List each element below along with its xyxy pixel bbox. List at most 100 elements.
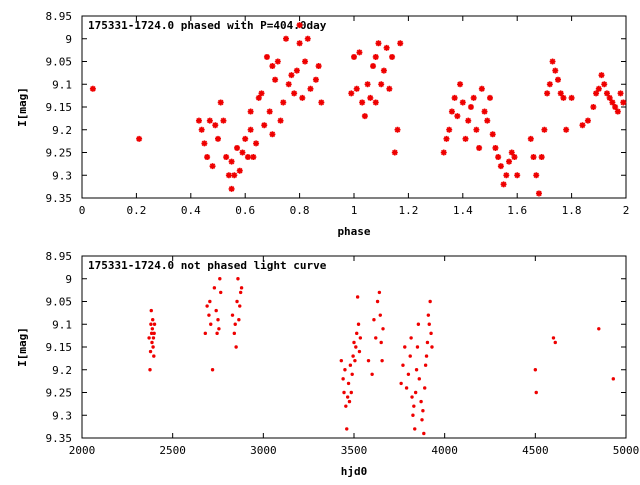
data-point [411, 413, 415, 417]
data-point [399, 381, 403, 386]
data-point [426, 313, 431, 317]
x-tick-label: 3000 [250, 444, 277, 457]
data-point [503, 172, 510, 179]
data-point [357, 349, 362, 354]
data-point [459, 99, 466, 106]
data-point [367, 94, 374, 101]
data-point [553, 340, 557, 345]
data-point [150, 340, 154, 345]
data-point [541, 126, 548, 133]
data-point [417, 377, 421, 381]
data-point [351, 354, 355, 358]
data-point [394, 126, 401, 133]
x-tick-label: 2 [623, 204, 630, 217]
data-point [428, 299, 432, 304]
y-tick-label: 9.2 [52, 124, 72, 137]
data-point [514, 172, 521, 179]
data-point [404, 386, 409, 390]
data-point [344, 404, 348, 408]
data-point [389, 53, 396, 60]
data-point [347, 399, 352, 404]
data-point [380, 358, 384, 363]
data-point [255, 94, 262, 101]
data-point [148, 349, 153, 354]
data-point [611, 377, 616, 381]
data-point [307, 85, 314, 92]
y-tick-label: 9 [65, 273, 72, 286]
data-point [511, 154, 518, 161]
data-point [473, 126, 480, 133]
data-point [598, 72, 605, 79]
data-point [149, 331, 154, 336]
data-point [232, 331, 237, 336]
data-point [375, 40, 382, 47]
data-point [413, 427, 417, 431]
data-point [218, 277, 222, 281]
data-point [364, 81, 371, 88]
data-point [535, 190, 542, 197]
data-point [345, 427, 349, 431]
data-point [506, 158, 513, 165]
data-point [210, 368, 215, 372]
data-point [203, 331, 208, 336]
data-point [234, 345, 238, 349]
x-axis-label: hjd0 [341, 465, 368, 478]
data-point [467, 104, 474, 110]
data-point [348, 363, 353, 367]
data-point [423, 363, 428, 367]
data-point [247, 126, 254, 133]
data-point [205, 304, 209, 308]
plot-frame [81, 255, 627, 439]
chart-title: 175331-1724.0 phased with P=404.0day [88, 19, 327, 32]
data-point [239, 286, 244, 290]
data-point [414, 368, 419, 372]
data-point [151, 318, 155, 322]
data-point [150, 327, 155, 331]
data-point [293, 67, 300, 74]
data-point [366, 358, 371, 363]
data-point [560, 94, 567, 101]
x-tick-label: 1.2 [398, 204, 418, 217]
data-point [231, 172, 238, 179]
phased-panel: 0 0.2 0.4 0.6 0.8 1 1.2 1.4 1.6 1.8 2 8.95 9 9.05 9.1 9… [16, 10, 629, 238]
x-tick-label: 4500 [522, 444, 549, 457]
x-tick-label: 2000 [69, 444, 96, 457]
data-point [355, 295, 360, 299]
data-point [217, 99, 224, 106]
data-point [601, 81, 608, 88]
data-point [220, 117, 227, 124]
data-point [391, 149, 398, 156]
data-point [406, 372, 411, 376]
y-tick-label: 9.2 [52, 364, 72, 377]
data-point [614, 108, 621, 115]
data-point [386, 85, 393, 92]
data-point [351, 53, 357, 60]
data-point [302, 58, 309, 65]
data-point [215, 135, 221, 142]
data-point [527, 135, 534, 142]
data-point [195, 117, 202, 124]
data-point [420, 418, 424, 422]
data-point [419, 399, 423, 404]
data-point [339, 358, 344, 363]
data-point [263, 53, 270, 60]
data-point [500, 181, 507, 188]
data-point [238, 304, 242, 308]
data-point [359, 99, 366, 106]
data-point [253, 140, 260, 147]
y-tick-label: 8.95 [46, 10, 73, 23]
data-point [354, 345, 358, 349]
data-point [238, 290, 243, 295]
data-point [341, 377, 345, 381]
y-tick-label: 8.95 [46, 250, 73, 263]
data-point [269, 63, 276, 70]
data-point [551, 336, 556, 340]
data-point [215, 331, 219, 336]
data-point [538, 154, 545, 161]
data-point [378, 313, 382, 317]
data-point [454, 113, 461, 120]
data-point [299, 94, 306, 101]
data-point [530, 154, 537, 161]
data-point [423, 386, 427, 390]
